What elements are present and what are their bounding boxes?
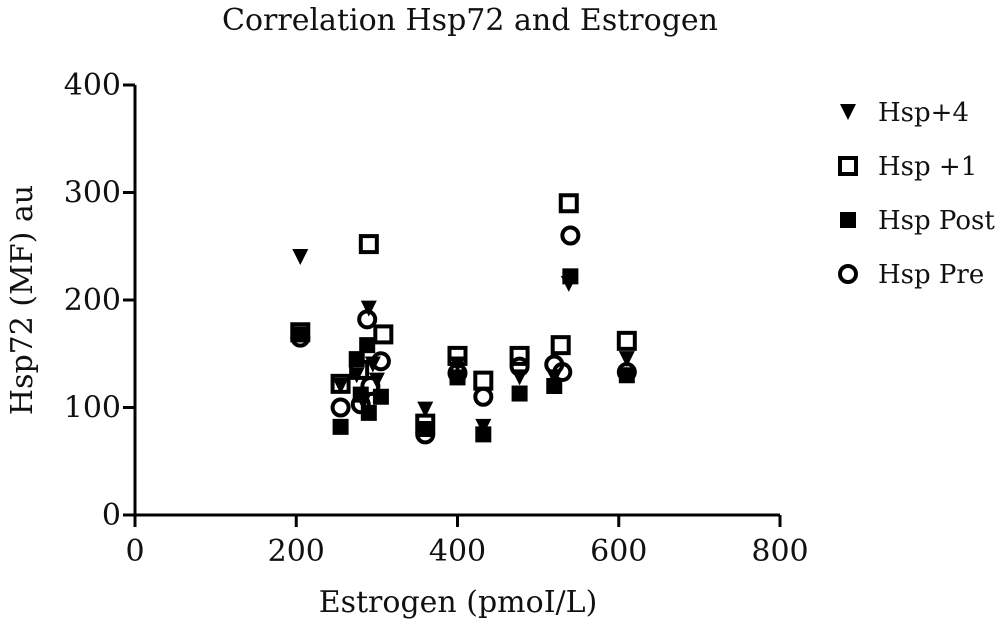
data-point — [359, 337, 376, 354]
x-axis-label: Estrogen (pmoI/L) — [319, 585, 598, 620]
data-point — [415, 424, 436, 445]
legend-label: Hsp+4 — [878, 98, 969, 128]
legend-item: Hsp +1 — [838, 152, 977, 182]
data-point — [550, 335, 571, 356]
x-tick-label: 400 — [429, 534, 486, 569]
data-point — [509, 345, 530, 366]
data-point — [475, 426, 492, 443]
x-tick-label: 800 — [751, 534, 808, 569]
legend-item: Hsp+4 — [840, 98, 969, 128]
data-point — [360, 376, 381, 396]
x-tick-label: 600 — [590, 534, 647, 569]
data-point — [447, 363, 468, 384]
data-marks — [290, 193, 637, 445]
legend-label: Hsp Pre — [878, 260, 984, 290]
data-point — [473, 386, 494, 407]
data-point — [357, 309, 378, 330]
data-point — [417, 401, 434, 418]
plot-area: 0 100 200 300 400 0 200 400 600 800 — [64, 68, 809, 569]
data-point — [332, 418, 349, 435]
data-point — [616, 330, 637, 351]
data-point — [417, 421, 434, 437]
y-tick-label: 300 — [64, 176, 121, 211]
data-point — [618, 351, 635, 368]
legend-marker — [838, 264, 858, 284]
data-point — [360, 300, 377, 317]
x-ticks: 0 200 400 600 800 — [125, 515, 809, 569]
data-point — [290, 327, 311, 348]
data-point — [358, 234, 379, 255]
data-point — [330, 397, 351, 418]
legend-marker — [840, 212, 856, 228]
series-3 — [290, 225, 637, 445]
data-point — [373, 324, 394, 345]
series-1 — [290, 193, 637, 434]
data-point — [350, 394, 371, 415]
legend-marker — [838, 156, 858, 176]
data-point — [348, 351, 365, 368]
data-point — [370, 351, 391, 372]
data-point — [509, 356, 530, 377]
data-point — [552, 362, 573, 383]
y-axis-label: Hsp72 (MF) au — [5, 185, 40, 415]
legend: Hsp+4 Hsp +1 Hsp Post Hsp Pre — [838, 98, 995, 290]
legend-label: Hsp +1 — [878, 152, 977, 182]
legend-marker — [840, 104, 856, 120]
legend-item: Hsp Pre — [838, 260, 984, 290]
data-point — [560, 225, 581, 246]
y-tick-label: 200 — [64, 283, 121, 318]
chart-title: Correlation Hsp72 and Estrogen — [222, 3, 718, 38]
legend-item: Hsp Post — [840, 206, 995, 236]
data-point — [558, 193, 579, 214]
x-tick-label: 0 — [125, 534, 144, 569]
data-point — [473, 370, 494, 391]
y-tick-label: 100 — [64, 391, 121, 426]
data-point — [330, 373, 351, 394]
data-point — [511, 385, 528, 402]
data-point — [292, 249, 309, 265]
series-0 — [292, 249, 635, 435]
data-point — [332, 378, 349, 394]
data-point — [546, 378, 563, 394]
legend-label: Hsp Post — [878, 206, 995, 236]
y-tick-label: 400 — [64, 68, 121, 103]
y-ticks: 0 100 200 300 400 — [64, 68, 135, 533]
data-point — [616, 362, 637, 383]
y-tick-label: 0 — [102, 498, 121, 533]
data-point — [562, 268, 579, 285]
x-tick-label: 200 — [268, 534, 325, 569]
